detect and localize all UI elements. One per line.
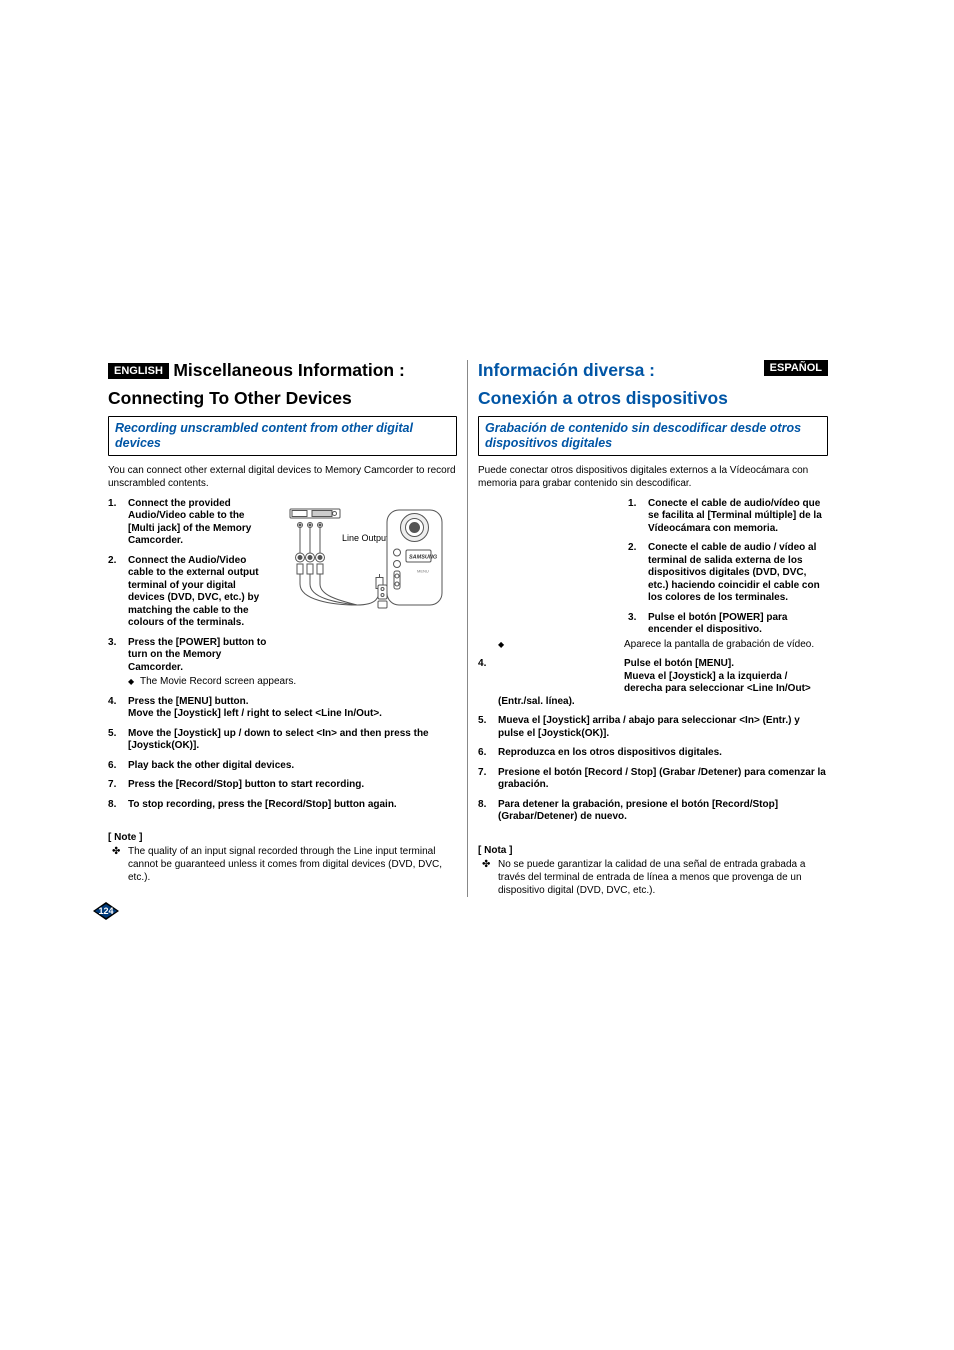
step-left-3: Press the [POWER] button to turn on the … [108, 637, 268, 689]
note-right: No se puede garantizar la calidad de una… [478, 858, 828, 897]
step-right-2: Conecte el cable de audio / vídeo al ter… [628, 542, 828, 605]
subtitle-left: Recording unscrambled content from other… [115, 421, 450, 451]
title-right-line1: Información diversa : [478, 360, 655, 380]
intro-right: Puede conectar otros dispositivos digita… [478, 464, 828, 490]
connection-diagram: Line Output SAMSUNG [287, 500, 457, 635]
svg-text:MENU: MENU [417, 568, 429, 573]
note-heading-right: [ Nota ] [478, 845, 828, 856]
svg-text:SAMSUNG: SAMSUNG [409, 554, 438, 560]
step-right-4: Pulse el botón [MENU]. Mueva el [Joystic… [478, 658, 828, 708]
right-column: ESPAÑOL Información diversa : Conexión a… [468, 360, 828, 897]
subtitle-box-left: Recording unscrambled content from other… [108, 416, 457, 456]
lang-badge-english: ENGLISH [108, 363, 169, 379]
page-number: 124 [92, 901, 120, 921]
step-left-4: Press the [MENU] button. Move the [Joyst… [108, 696, 457, 721]
step-left-1: Connect the provided Audio/Video cable t… [108, 498, 268, 548]
step-right-1: Conecte el cable de audio/vídeo que se f… [628, 498, 828, 536]
intro-left: You can connect other external digital d… [108, 464, 457, 490]
step-right-7: Presione el botón [Record / Stop] (Graba… [478, 767, 828, 792]
lang-badge-spanish: ESPAÑOL [764, 360, 828, 376]
left-column: ENGLISH Miscellaneous Information : Conn… [108, 360, 468, 897]
note-left: The quality of an input signal recorded … [108, 845, 457, 884]
note-heading-left: [ Note ] [108, 832, 457, 843]
step-left-2: Connect the Audio/Video cable to the ext… [108, 555, 268, 630]
step-left-8: To stop recording, press the [Record/Sto… [108, 799, 457, 812]
step-right-5: Mueva el [Joystick] arriba / abajo para … [478, 715, 828, 740]
line-output-text: Line Output [342, 533, 389, 543]
step-left-5: Move the [Joystick] up / down to select … [108, 728, 457, 753]
subtitle-box-right: Grabación de contenido sin descodificar … [478, 416, 828, 456]
step-left-3-sub: The Movie Record screen appears. [128, 676, 448, 689]
step-right-6: Reproduzca en los otros dispositivos dig… [478, 747, 828, 760]
step-right-3: Pulse el botón [POWER] para encender el … [628, 612, 828, 652]
subtitle-right: Grabación de contenido sin descodificar … [485, 421, 821, 451]
page-number-ornament: 124 [92, 901, 120, 921]
step-right-3-sub: Aparece la pantalla de grabación de víde… [498, 639, 828, 652]
title-right-line2: Conexión a otros dispositivos [478, 388, 828, 410]
step-left-6: Play back the other digital devices. [108, 760, 457, 773]
title-left-line2: Connecting To Other Devices [108, 388, 457, 410]
step-right-8: Para detener la grabación, presione el b… [478, 799, 828, 824]
step-left-7: Press the [Record/Stop] button to start … [108, 779, 457, 792]
